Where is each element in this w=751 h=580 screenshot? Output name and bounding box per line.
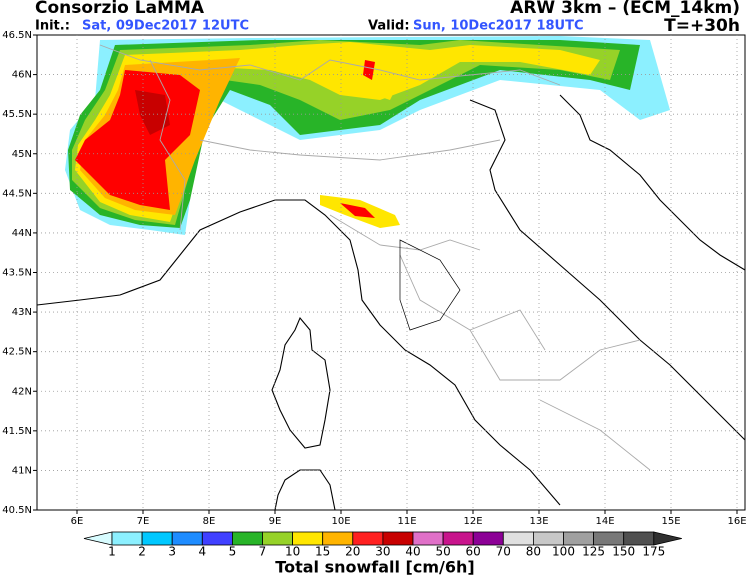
lon-label: 12E <box>463 516 482 527</box>
lon-label: 10E <box>331 516 350 527</box>
colorbar-box <box>111 531 143 546</box>
colorbar-label: 50 <box>435 545 450 559</box>
lat-label: 41.5N <box>2 426 32 437</box>
colorbar-label: 30 <box>375 545 390 559</box>
colorbar-box <box>141 531 173 546</box>
lon-label: 14E <box>595 516 614 527</box>
colorbar-label: 10 <box>285 545 300 559</box>
colorbar-label: 7 <box>259 545 267 559</box>
colorbar-arrow-high <box>653 531 682 546</box>
valid-time: Sun, 10Dec2017 18UTC <box>413 19 584 34</box>
lon-label: 13E <box>529 516 548 527</box>
colorbar-label: 70 <box>496 545 511 559</box>
colorbar-label: 4 <box>198 545 206 559</box>
lon-label: 16E <box>727 516 746 527</box>
lon-label: 7E <box>137 516 150 527</box>
map-area <box>36 34 746 511</box>
snowfall-field <box>65 36 670 235</box>
colorbar-title: Total snowfall [cm/6h] <box>275 558 474 577</box>
lat-label: 45N <box>12 149 32 160</box>
colorbar-box <box>382 531 414 546</box>
sardinia <box>274 469 336 511</box>
colorbar-box <box>292 531 324 546</box>
axes: 46.5N 46N 45.5N 45N 44.5N 44N 43.5N 43N 42.5N 42N… <box>2 30 746 527</box>
valid-label: Valid: <box>368 19 410 34</box>
model-info: ARW 3km – (ECM_14km) <box>510 0 740 18</box>
lat-label: 42.5N <box>2 347 32 358</box>
header-title: Consorzio LaMMA <box>35 0 205 18</box>
coastline <box>36 199 561 506</box>
init-time: Sat, 09Dec2017 12UTC <box>82 19 249 34</box>
colorbar-box <box>231 531 263 546</box>
colorbar-label: 15 <box>315 545 330 559</box>
colorbar-label: 60 <box>466 545 481 559</box>
lon-label: 6E <box>71 516 84 527</box>
colorbar-label: 80 <box>526 545 541 559</box>
colorbar-arrow-low <box>83 531 113 546</box>
colorbar-box <box>502 531 534 546</box>
colorbar-label: 5 <box>229 545 237 559</box>
lat-label: 43.5N <box>2 268 32 279</box>
lat-label: 44N <box>12 228 32 239</box>
lat-label: 44.5N <box>2 188 32 199</box>
lon-label: 9E <box>269 516 282 527</box>
colorbar-label: 2 <box>138 545 146 559</box>
coastline-adriatic <box>559 94 746 271</box>
colorbar-box <box>442 531 474 546</box>
colorbar-label: 20 <box>345 545 360 559</box>
colorbar-box <box>201 531 233 546</box>
colorbar-box <box>412 531 444 546</box>
national-border <box>99 44 561 231</box>
colorbar-box <box>322 531 354 546</box>
lon-label: 8E <box>203 516 216 527</box>
colorbar-label: 125 <box>582 545 605 559</box>
colorbar-box <box>472 531 504 546</box>
lat-label: 42N <box>12 386 32 397</box>
colorbar-label: 3 <box>168 545 176 559</box>
lat-label: 41N <box>12 465 32 476</box>
lat-label: 45.5N <box>2 109 32 120</box>
colorbar-label: 150 <box>612 545 635 559</box>
colorbar-label: 175 <box>642 545 665 559</box>
colorbar-box <box>352 531 384 546</box>
lat-label: 46N <box>12 70 32 81</box>
regional-border <box>199 139 651 471</box>
colorbar-label: 40 <box>405 545 420 559</box>
lon-label: 15E <box>661 516 680 527</box>
lead-time: T=+30h <box>664 16 740 36</box>
lon-label: 11E <box>397 516 416 527</box>
colorbar-box <box>533 531 564 546</box>
colorbar-box <box>171 531 203 546</box>
lat-label: 46.5N <box>2 30 32 41</box>
colorbar-box <box>623 531 655 546</box>
coastline-east <box>469 99 746 441</box>
province-border <box>399 239 461 331</box>
colorbar-box <box>593 531 625 546</box>
corsica <box>271 316 331 449</box>
colorbar: 1 2 3 4 5 7 10 15 20 30 40 50 60 70 80 100 125 150 175 <box>83 531 682 559</box>
colorbar-label: 100 <box>552 545 575 559</box>
colorbar-box <box>563 531 595 546</box>
init-label: Init.: <box>35 19 70 34</box>
lat-label: 43N <box>12 307 32 318</box>
lat-label: 40.5N <box>2 505 32 516</box>
colorbar-box <box>262 531 294 546</box>
colorbar-label: 1 <box>108 545 116 559</box>
